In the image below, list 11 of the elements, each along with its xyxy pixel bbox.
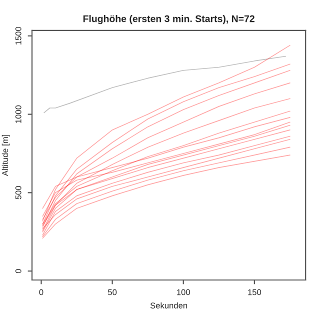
x-tick-label: 0: [39, 289, 44, 296]
x-tick-label: 150: [248, 289, 262, 296]
y-tick-label: 1500: [15, 26, 22, 45]
x-tick-label: 100: [177, 289, 190, 296]
y-tick-label: 500: [15, 186, 22, 200]
x-axis-title: Sekunden: [150, 302, 188, 308]
y-tick-label: 0: [15, 269, 22, 274]
chart-title: Flughöhe (ersten 3 min. Starts), N=72: [83, 15, 254, 24]
y-axis-title: Altitude [m]: [2, 134, 10, 176]
y-tick-label: 1000: [15, 105, 22, 123]
x-tick-label: 50: [108, 289, 117, 296]
